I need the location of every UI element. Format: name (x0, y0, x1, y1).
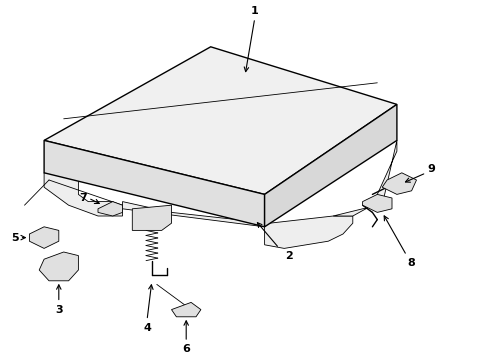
Text: 5: 5 (11, 233, 19, 243)
Text: 6: 6 (182, 344, 190, 354)
Polygon shape (172, 302, 201, 317)
Polygon shape (363, 194, 392, 212)
Polygon shape (132, 205, 172, 230)
Polygon shape (44, 173, 122, 216)
Polygon shape (44, 47, 397, 194)
Polygon shape (39, 252, 78, 281)
Polygon shape (265, 104, 397, 227)
Polygon shape (333, 140, 397, 216)
Polygon shape (98, 202, 122, 216)
Text: 8: 8 (408, 258, 416, 268)
Polygon shape (122, 202, 353, 248)
Text: 2: 2 (285, 251, 293, 261)
Text: 4: 4 (143, 323, 151, 333)
Text: 3: 3 (55, 305, 63, 315)
Text: 1: 1 (251, 6, 259, 16)
Polygon shape (382, 173, 416, 194)
Text: 7: 7 (79, 193, 87, 203)
Polygon shape (44, 140, 265, 227)
Text: 9: 9 (427, 164, 435, 174)
Polygon shape (29, 227, 59, 248)
